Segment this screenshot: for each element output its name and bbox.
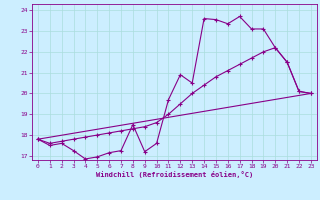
X-axis label: Windchill (Refroidissement éolien,°C): Windchill (Refroidissement éolien,°C) bbox=[96, 171, 253, 178]
